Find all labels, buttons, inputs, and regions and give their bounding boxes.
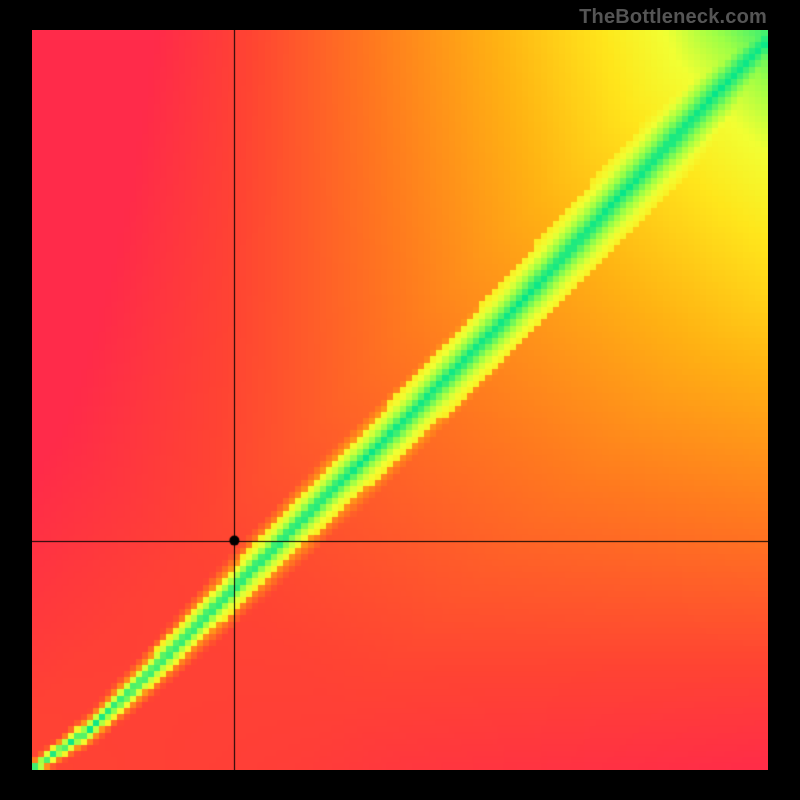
watermark-text: TheBottleneck.com (579, 6, 767, 29)
plot-frame (0, 0, 800, 800)
bottleneck-heatmap (32, 30, 768, 770)
